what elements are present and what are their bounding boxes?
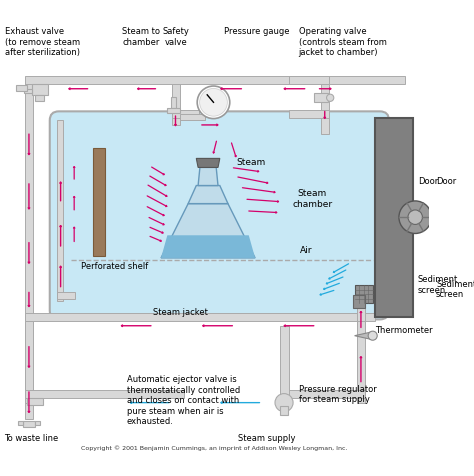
Bar	[357, 298, 365, 330]
Bar	[25, 76, 405, 84]
Bar	[25, 321, 34, 403]
Bar	[57, 292, 75, 298]
Bar	[171, 97, 176, 108]
Polygon shape	[196, 159, 220, 168]
Bar	[25, 390, 183, 398]
Circle shape	[408, 210, 422, 224]
Bar	[172, 84, 180, 125]
Bar	[321, 84, 329, 134]
Text: Operating valve
(controls steam from
jacket to chamber): Operating valve (controls steam from jac…	[299, 27, 386, 57]
Text: Door: Door	[436, 177, 456, 186]
Polygon shape	[198, 168, 218, 186]
Circle shape	[368, 331, 377, 340]
Circle shape	[200, 89, 228, 116]
Bar	[167, 108, 180, 113]
Bar	[290, 76, 329, 84]
Bar	[23, 421, 35, 427]
Circle shape	[399, 201, 431, 233]
Circle shape	[275, 394, 293, 412]
Circle shape	[327, 94, 334, 101]
Text: Steam
chamber: Steam chamber	[292, 189, 332, 209]
Bar	[357, 290, 375, 298]
Bar	[25, 89, 32, 93]
Bar	[281, 406, 288, 415]
Text: Steam jacket: Steam jacket	[154, 307, 209, 317]
Bar	[35, 95, 45, 100]
Bar	[290, 109, 329, 118]
Text: Sediment
screen: Sediment screen	[436, 280, 474, 299]
Text: Exhaust valve
(to remove steam
after sterilization): Exhaust valve (to remove steam after ste…	[5, 27, 80, 57]
Polygon shape	[355, 332, 371, 339]
Text: Sediment
screen: Sediment screen	[418, 275, 458, 295]
Text: Copyright © 2001 Benjamin Cummings, an imprint of Addison Wesley Longman, Inc.: Copyright © 2001 Benjamin Cummings, an i…	[81, 446, 347, 451]
Text: To waste line: To waste line	[5, 434, 59, 443]
Text: Air: Air	[300, 246, 312, 255]
Bar	[18, 421, 23, 425]
Text: Automatic ejector valve is
thermostatically controlled
and closes on contact wit: Automatic ejector valve is thermostatica…	[127, 376, 240, 426]
Text: Perforated shelf: Perforated shelf	[82, 261, 149, 270]
Polygon shape	[188, 186, 228, 204]
Bar	[25, 84, 34, 419]
Text: Pressure regulator
for steam supply: Pressure regulator for steam supply	[299, 385, 376, 404]
Circle shape	[197, 86, 230, 119]
Bar	[355, 285, 373, 303]
Text: Steam to
chamber: Steam to chamber	[122, 27, 160, 47]
FancyBboxPatch shape	[50, 111, 389, 319]
Bar	[32, 84, 48, 95]
Text: Pressure gauge: Pressure gauge	[224, 27, 290, 36]
Bar	[27, 398, 44, 406]
Bar	[180, 114, 205, 120]
Polygon shape	[161, 204, 255, 258]
Text: Steam: Steam	[237, 159, 266, 168]
Bar	[375, 118, 413, 317]
Bar	[314, 93, 328, 102]
Bar	[281, 326, 289, 406]
Bar	[281, 390, 365, 398]
Bar	[25, 313, 375, 321]
Polygon shape	[161, 235, 255, 258]
Text: Safety
valve: Safety valve	[163, 27, 190, 47]
Bar	[93, 148, 105, 256]
Text: Thermometer: Thermometer	[375, 326, 433, 335]
Bar	[357, 321, 365, 403]
Bar	[57, 120, 64, 301]
Bar	[172, 109, 199, 118]
Bar	[35, 421, 40, 425]
Bar	[353, 295, 365, 307]
Bar	[16, 85, 27, 90]
Text: Door: Door	[418, 177, 438, 186]
Text: Steam supply: Steam supply	[238, 434, 296, 443]
